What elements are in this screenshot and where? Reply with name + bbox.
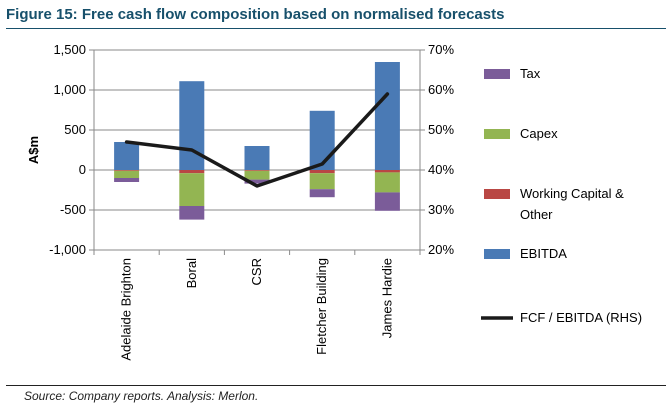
- y2-tick-label: 30%: [428, 202, 454, 217]
- legend: Tax Capex Working Capital & Other EBITDA FCF …: [481, 66, 642, 325]
- bar-capex: [179, 173, 205, 206]
- legend-swatch: [484, 129, 510, 139]
- bar-working-capital-other: [244, 170, 270, 171]
- legend-swatch: [484, 189, 510, 199]
- bar-ebitda: [309, 110, 335, 170]
- bar-ebitda: [114, 142, 140, 170]
- legend-label: Tax: [520, 66, 541, 81]
- y2-tick-label: 70%: [428, 42, 454, 57]
- y-tick-label: 1,000: [53, 82, 86, 97]
- x-tick-label: CSR: [249, 258, 264, 285]
- bar-tax: [244, 179, 270, 184]
- x-tick-label: James Hardie: [379, 258, 394, 338]
- source-note: Source: Company reports. Analysis: Merlo…: [24, 389, 259, 403]
- bar-ebitda: [244, 146, 270, 170]
- bar-tax: [114, 178, 140, 182]
- line-series: [124, 92, 390, 188]
- legend-label: Capex: [520, 126, 558, 141]
- bar-capex: [244, 170, 270, 180]
- x-axis: Adelaide Brighton Boral CSR Fletcher Buildi…: [93, 250, 421, 361]
- bar-capex: [374, 172, 400, 193]
- chart-svg: -1,000 -500 0 500 1,000 1,500 20% 30% 40% 50% 60%…: [26, 42, 642, 361]
- legend-label: Working Capital & Other: [520, 186, 624, 222]
- footer-divider: [6, 385, 666, 386]
- x-tick-label: Boral: [184, 258, 199, 288]
- bar-capex: [309, 173, 335, 190]
- x-tick-label: Adelaide Brighton: [119, 258, 134, 361]
- y-tick-label: 0: [79, 162, 86, 177]
- bar-tax: [309, 189, 335, 198]
- line-fcf-ebitda: [124, 92, 390, 188]
- y-axis-left: -1,000 -500 0 500 1,000 1,500: [49, 42, 94, 257]
- page-title: Figure 15: Free cash flow composition ba…: [6, 6, 666, 29]
- y-tick-label: -500: [60, 202, 86, 217]
- legend-label: FCF / EBITDA (RHS): [520, 310, 642, 325]
- legend-swatch: [484, 69, 510, 79]
- y2-tick-label: 40%: [428, 162, 454, 177]
- bar-working-capital-other: [114, 170, 140, 171]
- y2-tick-label: 50%: [428, 122, 454, 137]
- y-tick-label: -1,000: [49, 242, 86, 257]
- y-tick-label: 500: [64, 122, 86, 137]
- legend-label: EBITDA: [520, 246, 567, 261]
- x-tick-label: Fletcher Building: [314, 258, 329, 355]
- y2-tick-label: 20%: [428, 242, 454, 257]
- bar-working-capital-other: [179, 170, 205, 174]
- y2-tick-label: 60%: [428, 82, 454, 97]
- bar-ebitda: [374, 62, 400, 170]
- bar-capex: [114, 170, 140, 178]
- bar-tax: [374, 192, 400, 211]
- bar-working-capital-other: [309, 170, 335, 174]
- bar-series: [114, 62, 400, 220]
- y-tick-label: 1,500: [53, 42, 86, 57]
- bar-tax: [179, 206, 205, 220]
- y-axis-right: 20% 30% 40% 50% 60% 70%: [420, 42, 454, 257]
- legend-swatch: [484, 249, 510, 259]
- y-axis-title: A$m: [26, 136, 41, 164]
- bar-working-capital-other: [374, 170, 400, 173]
- chart-container: -1,000 -500 0 500 1,000 1,500 20% 30% 40% 50% 60%…: [0, 32, 672, 380]
